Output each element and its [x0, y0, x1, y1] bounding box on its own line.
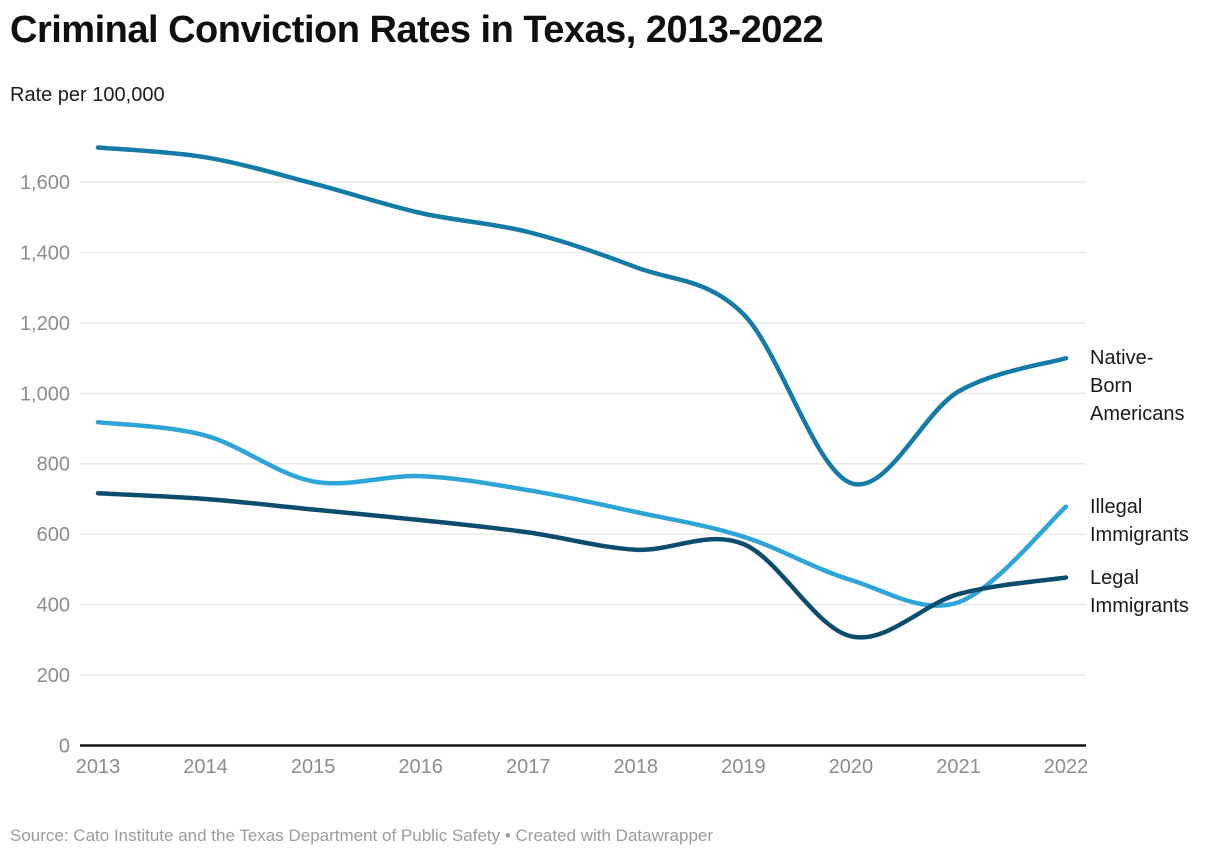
series-line-native-born-americans[interactable] [95, 145, 1069, 487]
series-label-illegal-immigrants: Illegal Immigrants [1090, 495, 1189, 546]
x-tick-label: 2017 [506, 756, 551, 778]
x-tick-label: 2016 [398, 756, 443, 778]
y-tick-label: 0 [59, 736, 70, 758]
x-tick-label: 2014 [183, 756, 228, 778]
y-tick-label: 600 [37, 524, 70, 546]
x-tick-label: 2020 [829, 756, 874, 778]
series-line-illegal-immigrants[interactable] [95, 419, 1069, 608]
plot-area: 0 200 400 600 800 1,000 1,200 1,400 1,600 2013 201… [20, 145, 1089, 778]
x-tick-label: 2018 [614, 756, 659, 778]
y-tick-label: 1,400 [20, 242, 70, 264]
series-line-legal-immigrants[interactable] [95, 491, 1069, 640]
series-label-native-born-americans: Native- Born Americans [1090, 347, 1185, 426]
source-attribution: Source: Cato Institute and the Texas Dep… [10, 826, 714, 845]
y-tick-label: 1,200 [20, 313, 70, 335]
y-tick-label: 1,000 [20, 383, 70, 405]
x-tick-label: 2015 [291, 756, 336, 778]
x-tick-label: 2019 [721, 756, 766, 778]
x-tick-label: 2021 [936, 756, 981, 778]
series-label-legal-immigrants: Legal Immigrants [1090, 566, 1189, 617]
chart-subtitle: Rate per 100,000 [10, 84, 165, 106]
y-tick-label: 800 [37, 454, 70, 476]
y-tick-label: 1,600 [20, 172, 70, 194]
x-tick-label: 2022 [1044, 756, 1089, 778]
y-tick-label: 400 [37, 595, 70, 617]
line-chart: 0 200 400 600 800 1,000 1,200 1,400 1,600 2013 201… [0, 100, 1220, 800]
x-tick-label: 2013 [76, 756, 121, 778]
chart-title: Criminal Conviction Rates in Texas, 2013… [10, 9, 824, 51]
y-tick-label: 200 [37, 665, 70, 687]
